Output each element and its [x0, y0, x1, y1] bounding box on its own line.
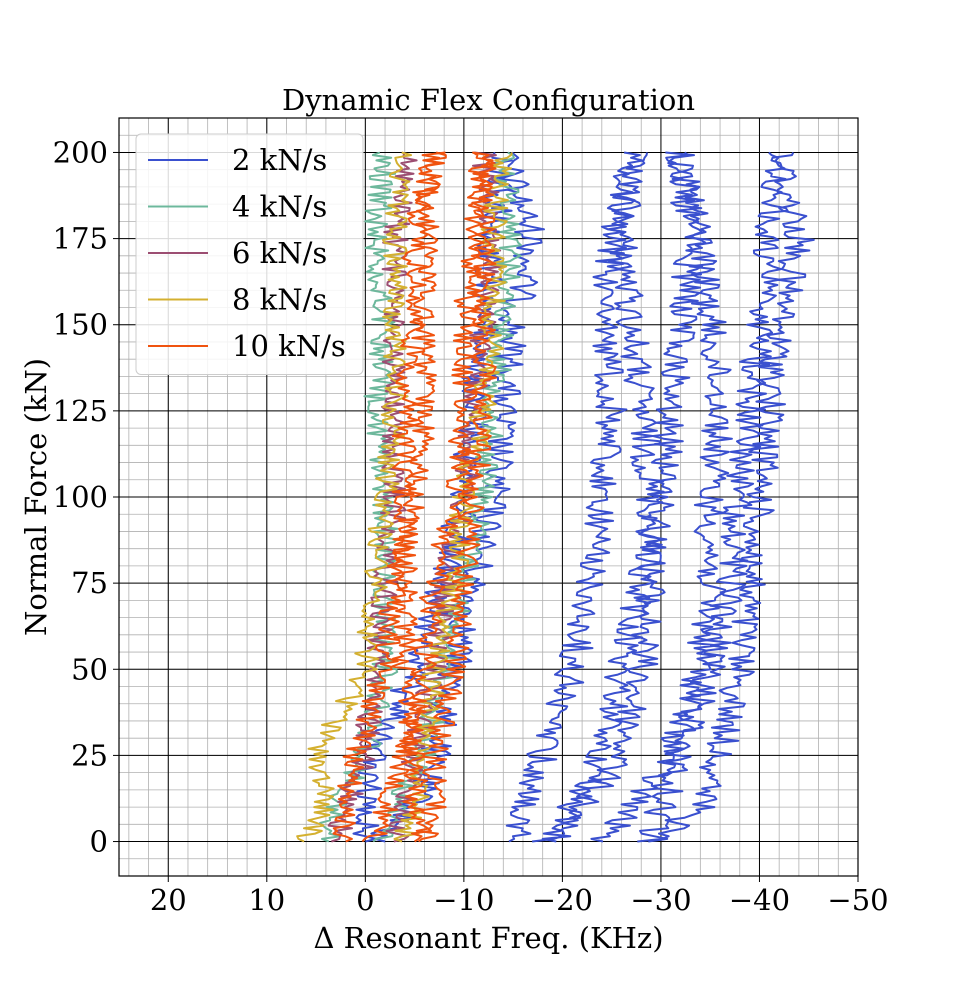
x-axis-label: Δ Resonant Freq. (KHz) — [313, 921, 663, 955]
y-axis-ticks: 0 25 50 75 100 125 150 175 200 — [53, 135, 119, 859]
legend-item: 10 kN/s — [148, 329, 346, 363]
x-tick-label: 0 — [356, 883, 374, 917]
series-line — [327, 151, 418, 843]
x-tick-label: −30 — [630, 883, 691, 917]
x-tick-label: 10 — [248, 883, 285, 917]
legend-box — [135, 133, 364, 375]
y-tick-label: 100 — [53, 480, 108, 514]
series-line — [590, 151, 733, 843]
series-line — [505, 151, 646, 843]
x-tick-label: 20 — [150, 883, 187, 917]
series-line — [415, 151, 498, 843]
series-line — [361, 151, 494, 843]
y-tick-label: 75 — [71, 566, 108, 600]
x-axis-ticks: 20 10 0 −10 −20 −30 −40 −50 — [150, 876, 889, 917]
chart-title: Dynamic Flex Configuration — [282, 83, 695, 117]
series-line — [531, 152, 667, 843]
legend: 2 kN/s 4 kN/s 6 kN/s 8 kN/s 10 kN/s — [135, 133, 364, 375]
legend-label: 8 kN/s — [232, 283, 327, 317]
x-tick-label: −40 — [729, 883, 790, 917]
y-tick-label: 0 — [90, 825, 108, 859]
legend-item: 4 kN/s — [148, 190, 327, 224]
y-tick-label: 25 — [71, 738, 108, 772]
legend-label: 2 kN/s — [232, 143, 327, 177]
legend-item: 6 kN/s — [148, 236, 327, 270]
series-8-kN-s — [296, 151, 514, 843]
legend-label: 4 kN/s — [232, 190, 327, 224]
series-layer — [296, 151, 815, 843]
legend-label: 10 kN/s — [232, 329, 346, 363]
series-line — [296, 151, 412, 843]
y-tick-label: 50 — [71, 652, 108, 686]
x-tick-label: −50 — [827, 883, 888, 917]
series-10-kN-s — [332, 151, 498, 843]
y-tick-label: 175 — [53, 222, 108, 256]
y-tick-label: 200 — [53, 135, 108, 169]
series-line — [390, 151, 446, 843]
series-line — [637, 152, 815, 843]
series-line — [393, 152, 514, 843]
x-tick-label: −10 — [433, 883, 494, 917]
y-axis-label: Normal Force (kN) — [19, 358, 53, 636]
series-line — [639, 151, 789, 843]
legend-item: 8 kN/s — [148, 283, 327, 317]
legend-item: 2 kN/s — [148, 143, 327, 177]
y-tick-label: 150 — [53, 308, 108, 342]
legend-label: 6 kN/s — [232, 236, 327, 270]
x-tick-label: −20 — [532, 883, 593, 917]
y-tick-label: 125 — [53, 394, 108, 428]
